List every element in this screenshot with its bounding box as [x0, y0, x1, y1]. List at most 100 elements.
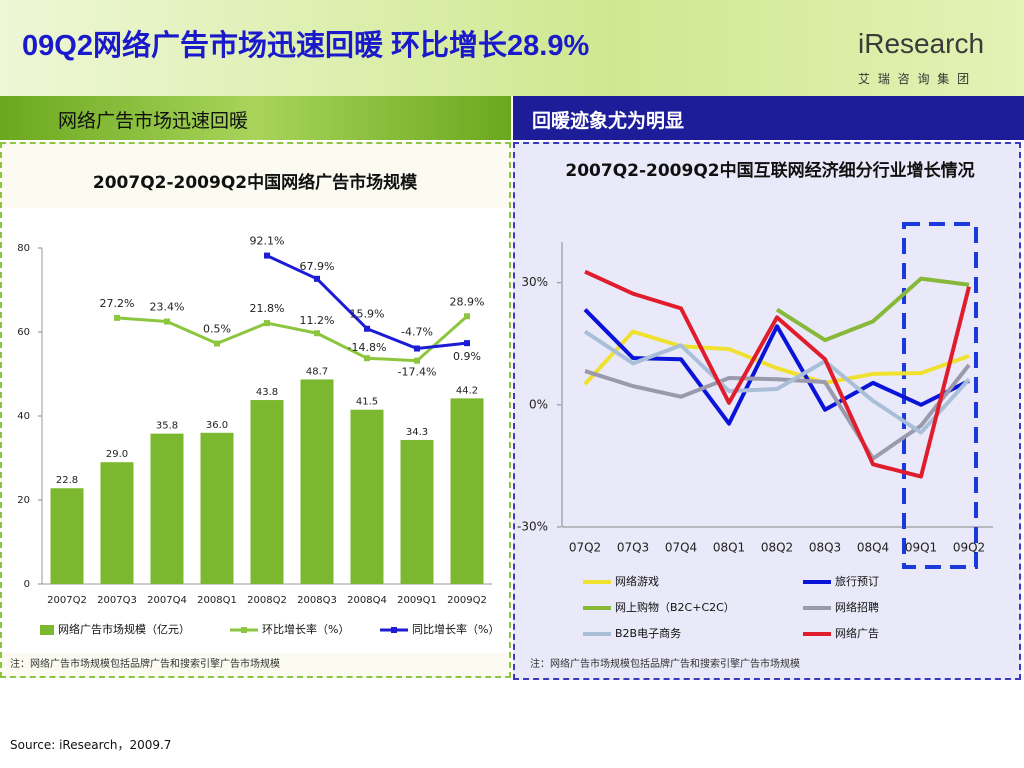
data-label: 67.9% — [300, 260, 335, 273]
slide-title: 09Q2网络广告市场迅速回暖 环比增长28.9% — [22, 30, 590, 62]
data-label: 22.8 — [56, 475, 78, 486]
data-label: 48.7 — [306, 366, 328, 377]
left-header: 网络广告市场迅速回暖 — [58, 110, 249, 132]
line — [583, 329, 971, 435]
marker — [214, 340, 220, 347]
x-tick-label: 2009Q2 — [447, 595, 487, 606]
line — [584, 363, 971, 461]
x-tick-label: 2007Q2 — [47, 595, 87, 606]
legend-label: B2B电子商务 — [615, 626, 681, 640]
marker — [314, 330, 320, 337]
legend-label: 网络游戏 — [615, 574, 659, 588]
data-label: -4.7% — [401, 326, 433, 339]
data-label: 92.1% — [250, 235, 285, 248]
legend-label: 环比增长率（%） — [262, 622, 349, 636]
bar — [350, 409, 384, 584]
data-label: 36.0 — [206, 420, 228, 431]
legend-swatch — [40, 625, 54, 635]
y-tick-label: 40 — [17, 411, 30, 422]
legend-label: 网上购物（B2C+C2C） — [615, 600, 735, 614]
data-label: 21.8% — [250, 302, 285, 315]
x-tick-label: 2008Q2 — [247, 595, 287, 606]
legend-label: 旅行预订 — [835, 574, 879, 588]
x-tick-label: 09Q1 — [905, 541, 937, 555]
x-tick-label: 08Q1 — [713, 541, 745, 555]
legend-label: 网络广告 — [835, 626, 879, 640]
y-tick-label: 80 — [17, 243, 30, 254]
source: Source: iResearch，2009.7 — [10, 738, 172, 752]
chart-title: 2007Q2-2009Q2中国网络广告市场规模 — [92, 173, 418, 193]
data-label: -17.4% — [398, 366, 437, 379]
marker — [364, 325, 370, 332]
data-label: 35.8 — [156, 421, 178, 432]
logo: iResearch — [858, 28, 985, 59]
line — [116, 315, 468, 363]
x-tick-label: 2009Q1 — [397, 595, 437, 606]
data-label: 41.5 — [356, 397, 378, 408]
banner — [0, 0, 1024, 96]
marker — [264, 320, 270, 327]
x-tick-label: 2008Q1 — [197, 595, 237, 606]
left-header-band — [0, 96, 511, 140]
bar — [450, 398, 484, 584]
x-tick-label: 2007Q4 — [147, 595, 187, 606]
data-label: 29.0 — [106, 449, 128, 460]
data-label: 11.2% — [300, 314, 335, 327]
legend-marker — [391, 627, 397, 633]
data-label: -14.8% — [348, 341, 387, 354]
y-tick-label: -30% — [517, 520, 548, 534]
chart-title: 2007Q2-2009Q2中国互联网经济细分行业增长情况 — [565, 161, 975, 181]
data-label: 28.9% — [450, 295, 485, 308]
x-tick-label: 07Q4 — [665, 541, 697, 555]
marker — [264, 252, 270, 259]
x-tick-label: 07Q2 — [569, 541, 601, 555]
note: 注：网络广告市场规模包括品牌广告和搜索引擎广告市场规模 — [10, 659, 280, 670]
x-tick-label: 08Q3 — [809, 541, 841, 555]
data-label: 44.2 — [456, 385, 478, 396]
data-label: 0.5% — [203, 323, 231, 336]
note: 注：网络广告市场规模包括品牌广告和搜索引擎广告市场规模 — [530, 659, 800, 670]
x-tick-label: 07Q3 — [617, 541, 649, 555]
y-tick-label: 0% — [529, 397, 548, 411]
x-tick-label: 2007Q3 — [97, 595, 137, 606]
legend-marker — [241, 627, 247, 633]
data-label: 15.9% — [350, 308, 385, 321]
legend-label: 网络广告市场规模（亿元） — [58, 622, 190, 636]
bar — [200, 432, 234, 584]
y-tick-label: 0 — [24, 579, 30, 590]
right-header-band — [513, 96, 1024, 140]
marker — [364, 355, 370, 362]
marker — [464, 313, 470, 320]
data-label: 27.2% — [100, 297, 135, 310]
data-label: 23.4% — [150, 301, 185, 314]
x-tick-label: 08Q2 — [761, 541, 793, 555]
line — [584, 269, 971, 479]
marker — [414, 345, 420, 352]
bar — [100, 462, 134, 584]
marker — [464, 340, 470, 347]
marker — [164, 318, 170, 325]
x-tick-label: 2008Q3 — [297, 595, 337, 606]
bar — [50, 488, 84, 584]
x-tick-label: 2008Q4 — [347, 595, 387, 606]
x-tick-label: 09Q2 — [953, 541, 985, 555]
data-label: 0.9% — [453, 350, 481, 363]
bar — [250, 400, 284, 584]
x-tick-label: 08Q4 — [857, 541, 889, 555]
line — [583, 329, 970, 386]
y-tick-label: 60 — [17, 327, 30, 338]
data-label: 34.3 — [406, 427, 428, 438]
marker — [414, 357, 420, 364]
marker — [114, 314, 120, 321]
y-tick-label: 30% — [521, 275, 548, 289]
bar — [400, 439, 434, 584]
logo-subtitle: 艾 瑞 咨 询 集 团 — [858, 72, 972, 86]
legend-label: 同比增长率（%） — [412, 622, 499, 636]
data-label: 43.8 — [256, 387, 278, 398]
bar — [300, 379, 334, 584]
right-header: 回暖迹象尤为明显 — [532, 110, 685, 132]
marker — [314, 275, 320, 282]
bar — [150, 433, 184, 584]
